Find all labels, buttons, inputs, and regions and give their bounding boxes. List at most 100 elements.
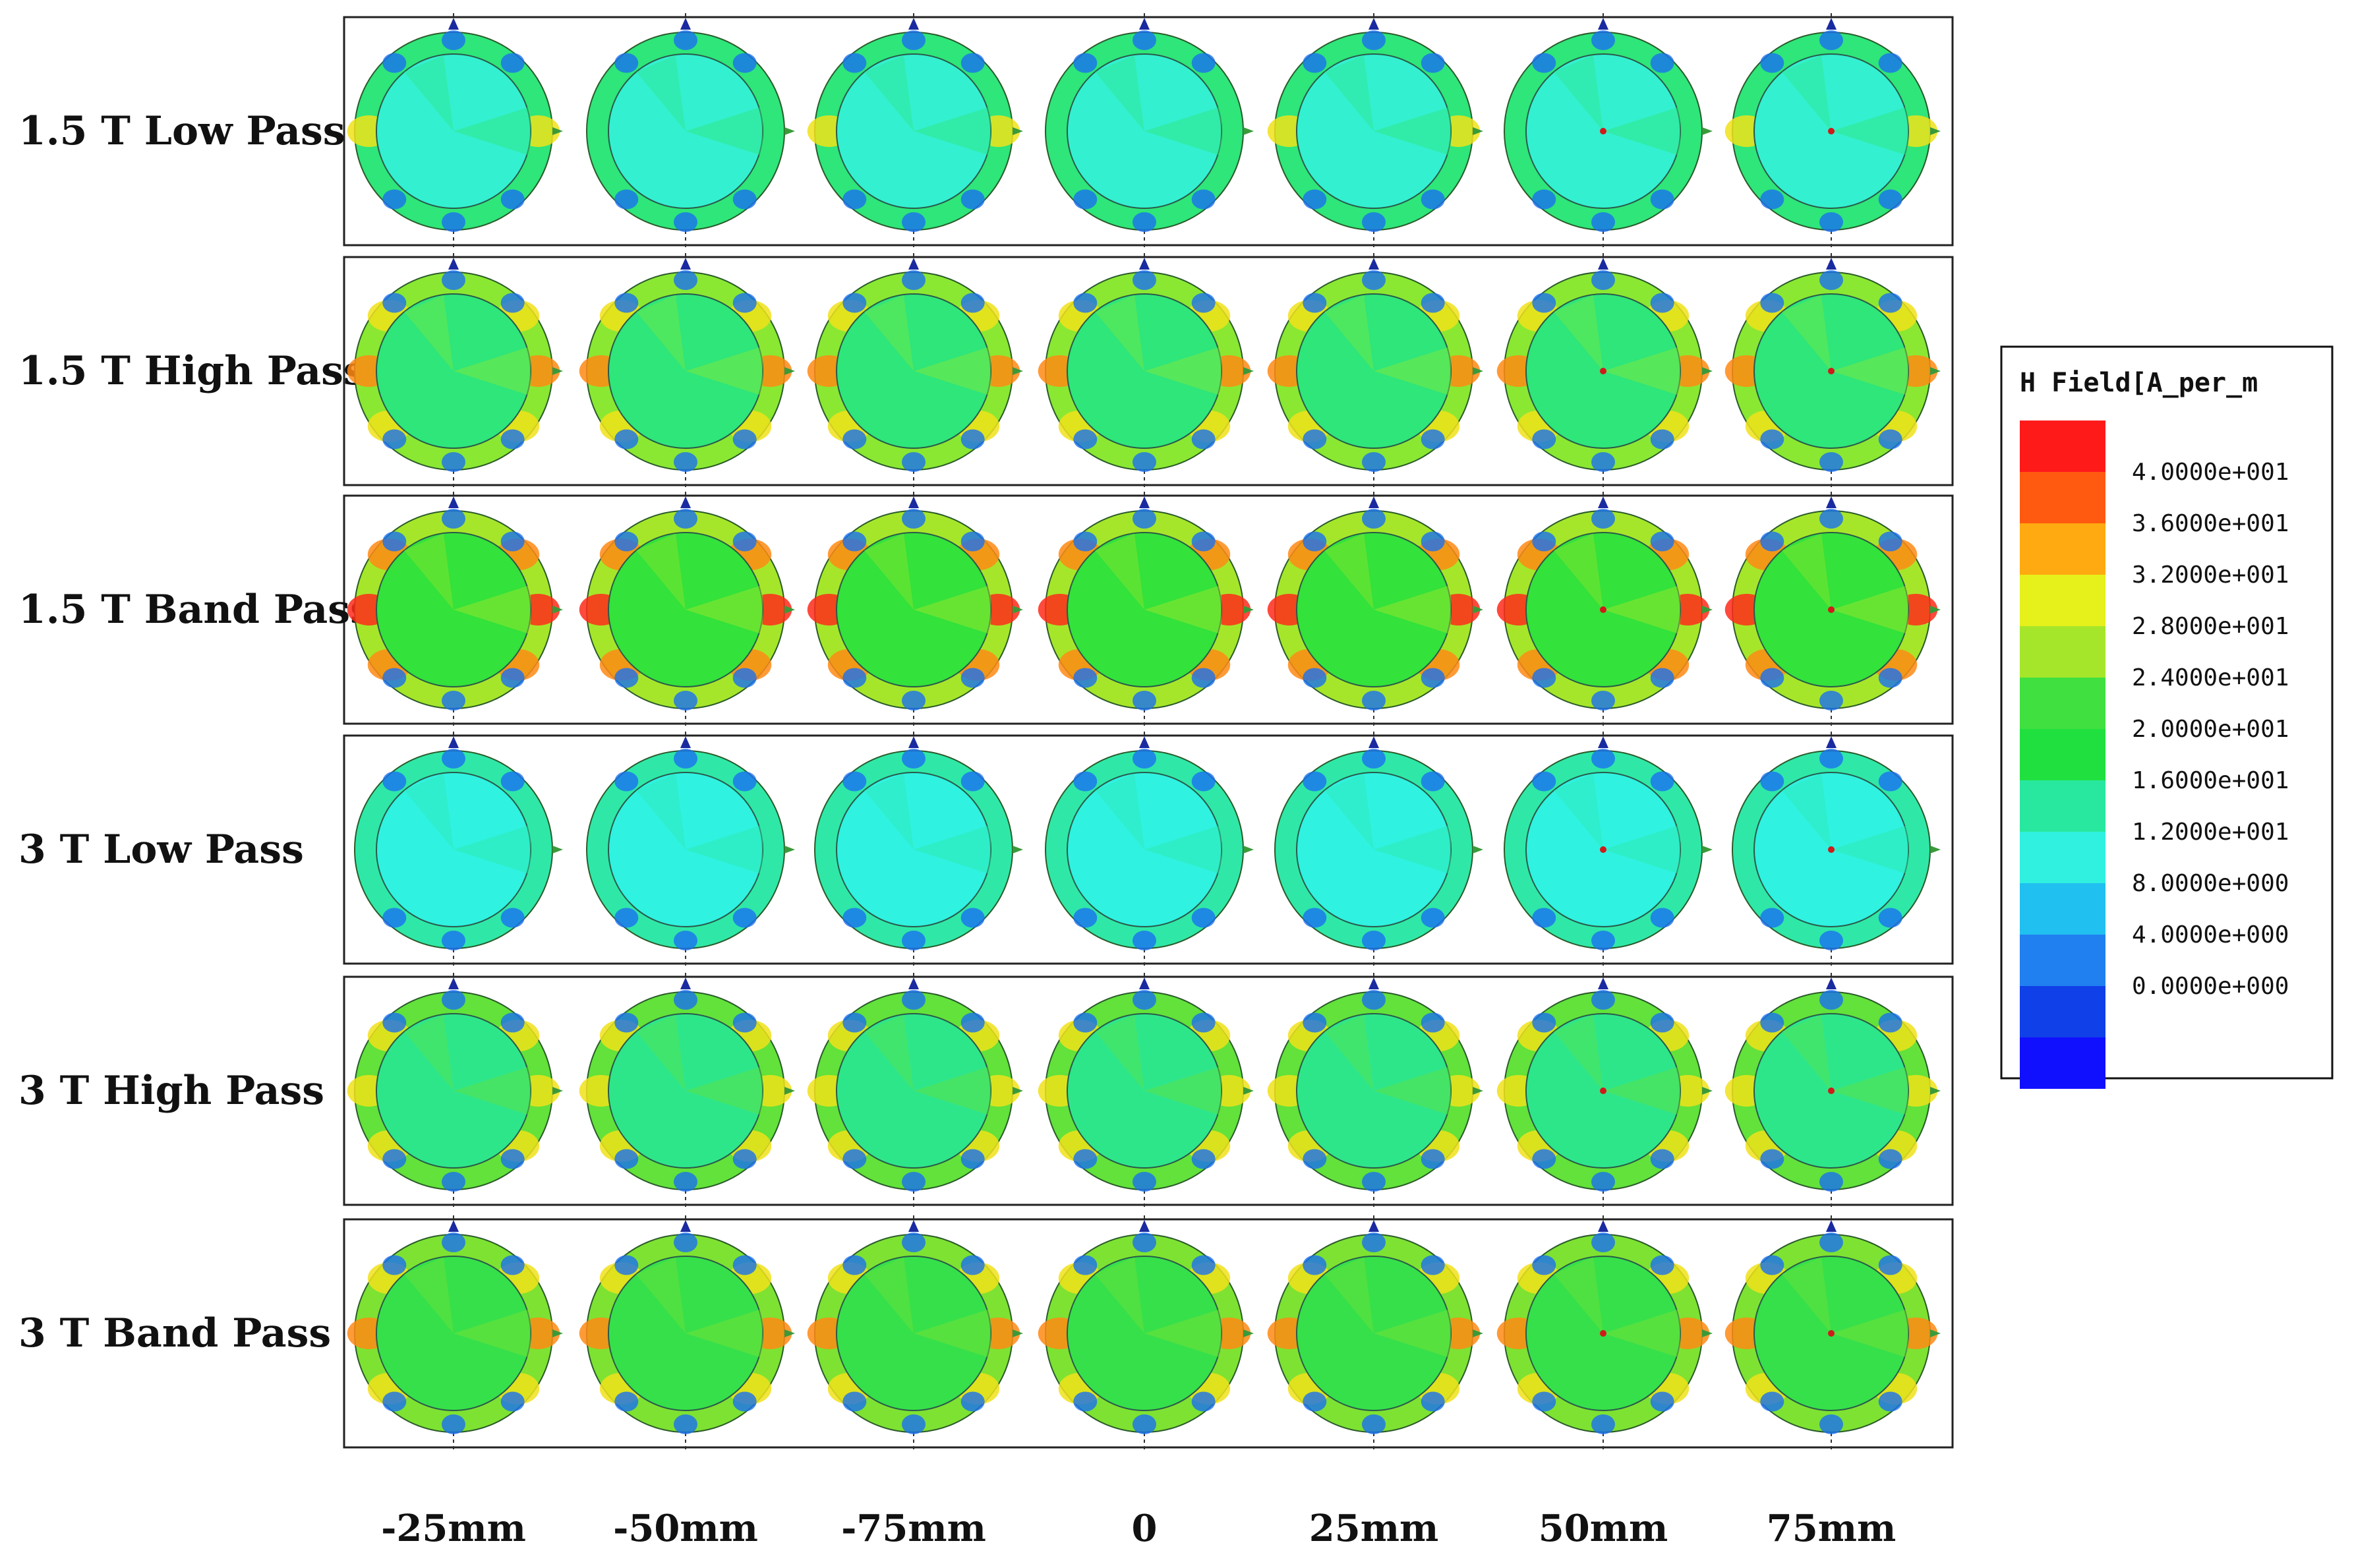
low-field-spot [382,53,407,73]
field-wedge [1782,295,1831,371]
low-field-spot [1532,53,1556,73]
legend-swatch [2020,986,2105,1037]
low-field-spot [442,1414,465,1434]
low-field-spot [674,931,697,950]
legend-swatch [2020,935,2105,986]
port-marker [908,18,919,30]
low-field-spot [1819,931,1843,950]
low-field-spot [1073,429,1098,450]
port-marker [1826,1220,1837,1232]
low-field-spot [500,1391,525,1412]
low-field-spot [732,908,757,928]
low-field-spot [1191,53,1216,73]
legend-tick-label: 1.6000e+001 [2132,767,2289,794]
field-map-circle [1504,13,1713,249]
low-field-spot [1362,1414,1386,1434]
field-wedge [914,825,991,875]
low-field-spot [1819,212,1843,232]
port-marker [1368,496,1379,508]
port-marker [908,496,919,508]
field-map-circle [1267,13,1483,249]
center-point [1600,128,1606,134]
field-map-circle [1038,253,1254,489]
low-field-spot [902,270,926,290]
low-field-spot [960,53,985,73]
field-wedge [1603,585,1680,635]
field-wedge [454,825,531,875]
field-wedge [636,1257,686,1333]
column-labels: -25mm -50mm -75mm 0 25mm 50mm 75mm [381,1507,1896,1550]
column-label: 75mm [1767,1507,1896,1550]
column-label: 0 [1132,1507,1158,1550]
low-field-spot [1303,531,1327,552]
field-map-circle [807,253,1023,489]
field-wedge [914,585,991,635]
feed-marker [1013,127,1023,135]
inner-region [376,293,531,449]
port-marker [1598,258,1608,270]
feed-marker [1013,1087,1023,1095]
low-field-spot [1878,1391,1902,1412]
low-field-spot [1303,1012,1327,1033]
low-field-spot [1421,429,1445,450]
field-wedge [1144,825,1221,875]
low-field-spot [902,1414,926,1434]
low-field-spot [732,1149,757,1169]
low-field-spot [1532,429,1556,450]
field-wedge [1603,106,1680,156]
field-map-circle [807,973,1023,1209]
low-field-spot [1878,53,1902,73]
port-marker [680,496,691,508]
low-field-spot [1591,990,1615,1010]
low-field-spot [1133,509,1156,529]
low-field-spot [1133,1233,1156,1252]
low-field-spot [382,771,407,792]
legend-swatch [2020,472,2105,523]
low-field-spot [960,771,985,792]
legend-swatch [2020,575,2105,626]
field-map-circle [1724,1215,1941,1451]
low-field-spot [1532,189,1556,210]
port-marker [680,258,691,270]
low-field-spot [1760,668,1784,688]
low-field-spot [1191,908,1216,928]
low-field-spot [1819,1233,1843,1252]
low-field-spot [842,293,867,313]
field-map-circle [1724,973,1941,1209]
feed-marker [1243,1087,1254,1095]
port-marker [1368,736,1379,748]
port-marker [1139,258,1150,270]
field-map-circle [1496,253,1713,489]
row-6: 3 T Band Pass [18,1215,1954,1451]
field-wedge [914,1308,991,1358]
center-point [1600,606,1606,613]
feed-marker [1243,846,1254,854]
low-field-spot [1532,531,1556,552]
row-label: 1.5 T High Pass [18,348,366,394]
center-point [1600,1088,1606,1094]
low-field-spot [1878,1255,1902,1275]
low-field-spot [842,189,867,210]
low-field-spot [732,293,757,313]
low-field-spot [732,53,757,73]
inner-region [608,1013,763,1169]
field-wedge [686,825,763,875]
port-marker [1598,1220,1608,1232]
low-field-spot [1303,53,1327,73]
low-field-spot [614,771,639,792]
low-field-spot [442,990,465,1010]
low-field-spot [1650,1012,1674,1033]
low-field-spot [1073,1149,1098,1169]
low-field-spot [1362,452,1386,472]
field-wedge [454,346,531,396]
legend-swatch [2020,523,2105,575]
port-marker [1826,736,1837,748]
field-map-rows: 1.5 T Low Pass 1.5 T High Pass 1.5 T Band … [18,13,1954,1451]
feed-marker [1243,606,1254,614]
feed-marker [1243,127,1254,135]
field-wedge [1554,1014,1603,1091]
inner-region [608,293,763,449]
low-field-spot [842,1391,867,1412]
low-field-spot [442,1233,465,1252]
low-field-spot [902,1172,926,1192]
